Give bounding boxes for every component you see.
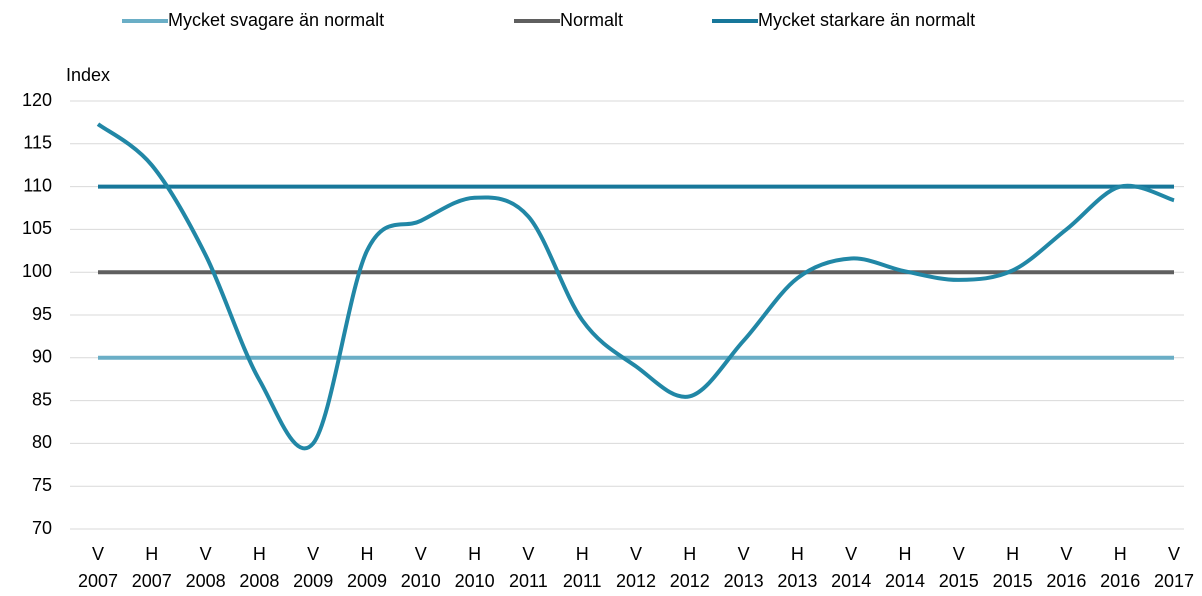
x-tick-label: H 2015: [992, 544, 1033, 591]
y-tick-label: 75: [32, 475, 52, 495]
y-tick-label: 100: [22, 261, 52, 281]
y-tick-label: 95: [32, 304, 52, 324]
x-tick-label: V 2017: [1153, 544, 1195, 591]
x-tick-label: H 2010: [454, 544, 495, 591]
y-tick-label: 115: [23, 133, 52, 153]
x-tick-label: V 2007: [77, 544, 119, 591]
y-tick-label: 80: [32, 432, 52, 452]
series-line: [96, 122, 1175, 451]
x-tick-label: H 2016: [1100, 544, 1141, 591]
x-tick-label: H 2008: [239, 544, 280, 591]
x-tick-label: H 2011: [562, 544, 602, 591]
x-tick-label: V 2013: [723, 544, 764, 591]
x-tick-label: H 2007: [131, 544, 172, 591]
x-tick-label: V 2009: [293, 544, 334, 591]
x-tick-label: V 2008: [185, 544, 226, 591]
y-tick-label: 85: [32, 389, 52, 409]
y-axis-label: Index: [66, 65, 110, 85]
x-tick-label: H 2009: [346, 544, 388, 591]
x-tick-label: H 2014: [884, 544, 926, 591]
x-tick-label: H 2012: [669, 544, 710, 591]
y-tick-label: 120: [22, 90, 52, 110]
y-tick-label: 90: [32, 347, 52, 367]
legend-label: Mycket starkare än normalt: [758, 10, 975, 30]
legend-label: Normalt: [560, 10, 623, 30]
x-tick-label: H 2013: [777, 544, 818, 591]
y-tick-label: 70: [32, 518, 52, 538]
x-tick-label: V 2010: [400, 544, 441, 591]
x-tick-label: V 2014: [831, 544, 872, 591]
x-tick-label: V 2015: [938, 544, 979, 591]
x-tick-label: V 2011: [509, 544, 548, 591]
y-tick-label: 105: [22, 218, 52, 238]
y-tick-label: 110: [23, 175, 52, 195]
x-tick-label: V 2016: [1046, 544, 1087, 591]
legend-label: Mycket svagare än normalt: [168, 10, 384, 30]
x-tick-label: V 2012: [615, 544, 657, 591]
